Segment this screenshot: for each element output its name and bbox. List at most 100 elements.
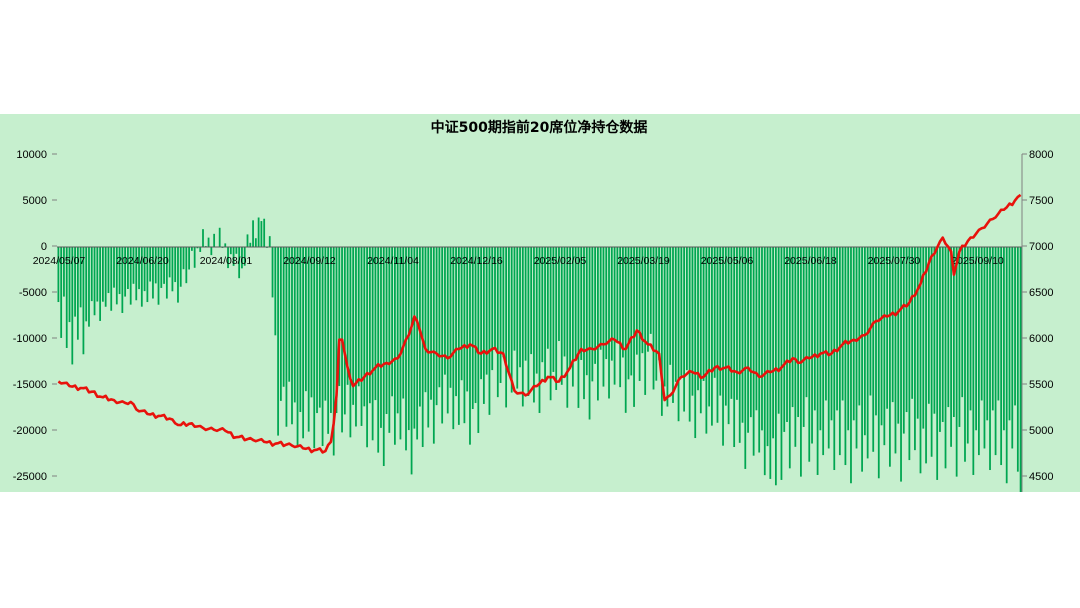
bar bbox=[713, 247, 716, 378]
bar bbox=[658, 247, 660, 361]
right-tick-label: 7500 bbox=[1029, 195, 1053, 207]
bar bbox=[291, 247, 293, 425]
bar bbox=[302, 247, 305, 439]
bar bbox=[502, 247, 505, 358]
x-tick-label: 2025/03/19 bbox=[617, 255, 670, 267]
right-tick-label: 4500 bbox=[1029, 471, 1053, 483]
bar bbox=[277, 247, 279, 436]
bar bbox=[660, 247, 663, 416]
bar bbox=[838, 247, 841, 456]
bar bbox=[63, 247, 65, 297]
left-tick-label: -20000 bbox=[13, 425, 47, 437]
bar bbox=[427, 247, 430, 428]
left-tick-label: -10000 bbox=[13, 333, 47, 345]
bar bbox=[471, 247, 474, 410]
bar bbox=[697, 247, 699, 391]
bar bbox=[438, 247, 441, 388]
bar bbox=[1000, 247, 1003, 466]
bar bbox=[922, 247, 925, 429]
bar bbox=[352, 247, 355, 405]
bar bbox=[435, 247, 438, 406]
bar bbox=[819, 247, 822, 431]
bar bbox=[171, 247, 174, 292]
bar bbox=[869, 247, 872, 396]
bar bbox=[396, 247, 399, 414]
bar bbox=[241, 247, 243, 269]
bar bbox=[202, 229, 204, 247]
bar bbox=[538, 247, 541, 413]
bar bbox=[972, 247, 975, 475]
bar bbox=[780, 247, 783, 480]
bar bbox=[975, 247, 977, 431]
bar bbox=[680, 247, 683, 376]
bar bbox=[279, 247, 282, 401]
bar bbox=[313, 247, 316, 449]
right-tick-label: 7000 bbox=[1029, 241, 1053, 253]
bar bbox=[908, 247, 911, 461]
bar bbox=[268, 236, 271, 247]
bar bbox=[343, 247, 346, 415]
bar bbox=[919, 247, 922, 474]
bar bbox=[666, 247, 669, 407]
bar bbox=[310, 247, 313, 398]
bar bbox=[357, 247, 360, 387]
bar bbox=[894, 247, 897, 454]
bar bbox=[580, 247, 583, 360]
bar bbox=[57, 247, 60, 303]
bar bbox=[430, 247, 432, 400]
left-tick-label: -15000 bbox=[13, 379, 47, 391]
bar bbox=[594, 247, 597, 364]
bar bbox=[407, 247, 410, 431]
bar bbox=[293, 247, 296, 403]
bar bbox=[76, 247, 79, 340]
bar bbox=[363, 247, 366, 407]
bar bbox=[708, 247, 711, 407]
left-tick-label: 0 bbox=[41, 241, 47, 253]
bar bbox=[510, 247, 513, 393]
bar bbox=[786, 247, 788, 422]
bar bbox=[252, 220, 254, 247]
bar bbox=[446, 247, 449, 414]
x-tick-label: 2025/02/05 bbox=[534, 255, 587, 267]
bar bbox=[177, 247, 179, 303]
bar bbox=[591, 247, 594, 382]
bar bbox=[766, 247, 769, 447]
bar bbox=[663, 247, 666, 387]
bar bbox=[157, 247, 160, 305]
bar bbox=[841, 247, 844, 401]
bar bbox=[875, 247, 877, 416]
bar bbox=[1005, 247, 1008, 484]
bar bbox=[827, 247, 830, 449]
bar bbox=[861, 247, 863, 472]
bar bbox=[674, 247, 677, 382]
bar bbox=[950, 247, 952, 447]
bar bbox=[188, 247, 190, 270]
x-axis: 2024/05/07 2024/06/20 2024/08/01 2024/09/12… bbox=[33, 255, 1004, 267]
bar bbox=[368, 247, 371, 404]
bar bbox=[132, 247, 135, 284]
bar bbox=[669, 247, 672, 365]
bar bbox=[877, 247, 880, 479]
bar bbox=[605, 247, 608, 360]
bar bbox=[102, 247, 104, 302]
bar bbox=[516, 247, 519, 389]
bar bbox=[1014, 247, 1016, 406]
bar bbox=[691, 247, 694, 396]
bar bbox=[332, 247, 335, 456]
bar bbox=[677, 247, 680, 422]
bar bbox=[783, 247, 786, 432]
bar bbox=[997, 247, 1000, 401]
bar bbox=[983, 247, 986, 449]
bar bbox=[613, 247, 616, 385]
bar bbox=[964, 247, 966, 462]
bar bbox=[933, 247, 936, 414]
bar bbox=[533, 247, 535, 403]
bar bbox=[124, 247, 127, 297]
bar bbox=[608, 247, 610, 399]
bar bbox=[749, 247, 752, 418]
bar bbox=[93, 247, 96, 316]
bar bbox=[574, 247, 577, 361]
bar bbox=[74, 247, 76, 317]
bar bbox=[752, 247, 755, 456]
x-tick-label: 2024/09/12 bbox=[283, 255, 336, 267]
